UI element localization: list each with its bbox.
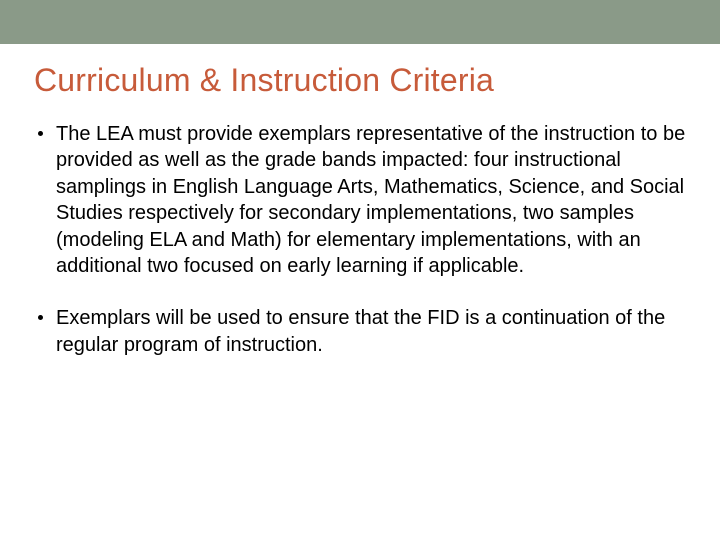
top-accent-bar [0,0,720,44]
bullet-text: The LEA must provide exemplars represent… [56,123,685,277]
bullet-icon [38,131,43,136]
slide-title: Curriculum & Instruction Criteria [34,62,686,99]
bullet-icon [38,315,43,320]
bullet-list: The LEA must provide exemplars represent… [34,121,686,358]
slide-content: Curriculum & Instruction Criteria The LE… [0,44,720,358]
list-item: The LEA must provide exemplars represent… [34,121,686,279]
list-item: Exemplars will be used to ensure that th… [34,305,686,358]
bullet-text: Exemplars will be used to ensure that th… [56,307,665,355]
